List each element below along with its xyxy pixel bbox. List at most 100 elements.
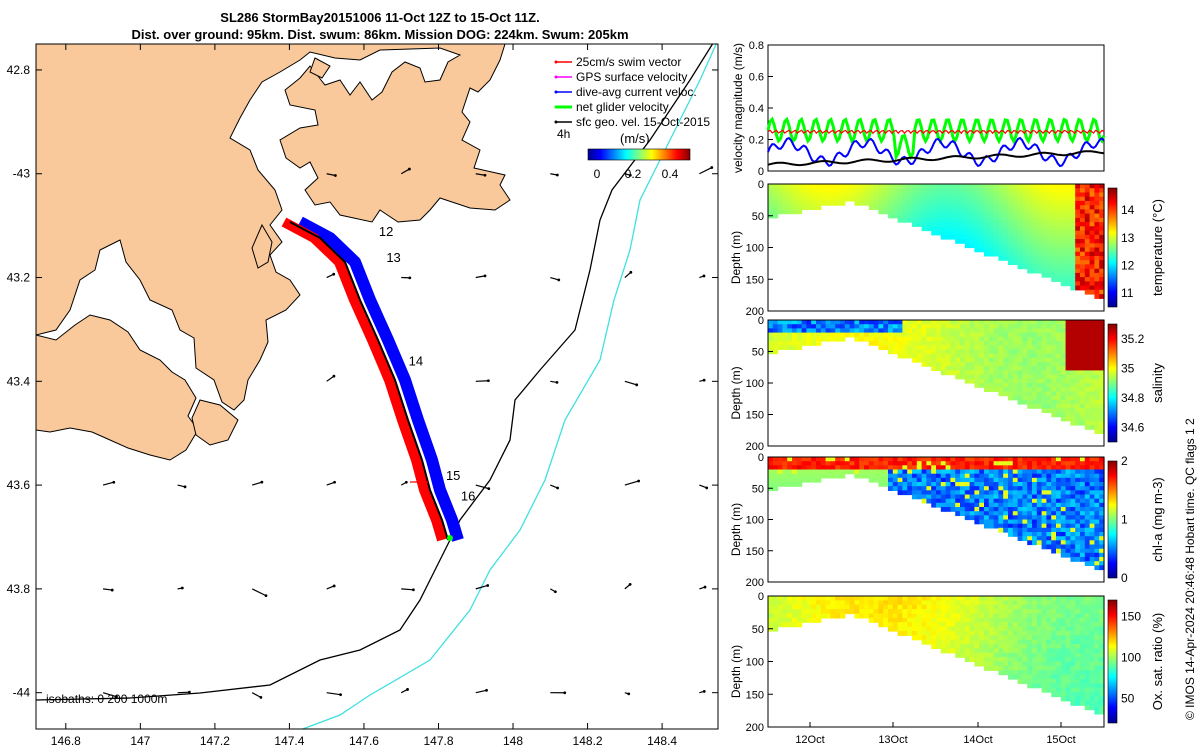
section-cell <box>1080 366 1086 371</box>
section-cell <box>1032 604 1038 610</box>
section-cell <box>840 324 846 329</box>
section-cell <box>1003 213 1009 219</box>
section-cell <box>1056 260 1062 265</box>
section-cell <box>1046 527 1052 533</box>
section-cell <box>993 387 999 392</box>
section-cell <box>1012 652 1019 658</box>
section-cell <box>902 200 908 206</box>
section-cell <box>955 635 961 641</box>
section-cell <box>772 465 779 471</box>
section-cell <box>1041 192 1047 198</box>
section-cell <box>1046 332 1052 338</box>
section-cell <box>998 507 1004 512</box>
section-cell <box>993 349 999 355</box>
section-cell <box>1099 200 1105 206</box>
section-cell <box>897 630 903 636</box>
section-cell <box>998 604 1004 610</box>
section-cell <box>998 639 1004 645</box>
section-cell <box>1003 357 1009 363</box>
section-cell <box>955 626 961 632</box>
section-cell <box>1032 536 1038 541</box>
section-cell <box>1012 320 1019 325</box>
section-cell <box>998 370 1004 376</box>
section-cell <box>988 494 995 500</box>
section-cell <box>1046 192 1052 198</box>
section-cell <box>796 205 803 210</box>
velocity-series-3 <box>767 150 1105 167</box>
section-cell <box>1075 192 1081 198</box>
section-cell <box>931 213 937 219</box>
section-cell <box>902 613 908 619</box>
section-cell <box>796 617 803 623</box>
section-cell <box>940 482 947 487</box>
section-cell <box>1099 696 1105 702</box>
section-cell <box>998 644 1004 649</box>
section-cell <box>1065 652 1071 658</box>
section-cell <box>806 200 812 206</box>
section-cell <box>1046 383 1052 388</box>
section-cell <box>1089 196 1095 202</box>
day-label: 14 <box>409 354 423 369</box>
section-cell <box>1022 507 1028 512</box>
section-cell <box>1065 247 1071 253</box>
section-cell <box>1070 600 1076 606</box>
section-cell <box>1094 391 1100 397</box>
legend-swatch-head <box>554 60 558 64</box>
section-cell <box>1027 243 1033 249</box>
section-cell <box>883 184 889 189</box>
section-cell <box>1060 362 1067 367</box>
section-cell <box>1065 552 1071 558</box>
section-cell <box>816 473 822 479</box>
section-cell <box>1032 234 1038 240</box>
section-cell <box>1051 490 1057 496</box>
section-cell <box>1065 515 1071 521</box>
section-cell <box>830 188 836 193</box>
section-cell <box>1022 523 1028 529</box>
section-cell <box>1017 357 1023 363</box>
section-cell <box>1012 617 1019 623</box>
section-cell <box>1027 540 1033 546</box>
land-east-peninsula <box>36 314 199 461</box>
section-cell <box>969 461 975 466</box>
section-cell <box>854 184 860 189</box>
section-cell <box>1070 239 1076 244</box>
section-cell <box>1027 205 1033 210</box>
section-cell <box>1084 652 1091 658</box>
section-cell <box>1027 374 1033 380</box>
section-cell <box>1056 482 1062 487</box>
section-cell <box>964 635 971 641</box>
section-cell <box>1036 652 1043 658</box>
section-cell <box>921 205 927 210</box>
section-cell <box>969 648 975 654</box>
section-cell <box>969 196 975 202</box>
section-cell <box>1003 661 1009 667</box>
section-cell <box>1099 188 1105 193</box>
section-cell <box>1041 387 1047 392</box>
section-cell <box>1017 336 1023 342</box>
section-cell <box>1036 192 1043 198</box>
section-cell <box>1075 239 1081 244</box>
section-cell <box>1080 256 1086 261</box>
section-cell <box>1017 498 1023 504</box>
section-cell <box>979 622 985 628</box>
section-cell <box>1032 222 1038 227</box>
section-cell <box>936 482 942 487</box>
section-cell <box>1032 268 1038 274</box>
section-cell <box>940 353 947 359</box>
section-cell <box>1084 596 1091 601</box>
velocity-series-0 <box>766 116 1106 162</box>
section-cell <box>1041 657 1047 663</box>
section-cell <box>1017 639 1023 645</box>
section-cell <box>998 652 1004 658</box>
section-cell <box>940 217 947 223</box>
section-cell <box>883 604 889 610</box>
section-cell <box>1084 507 1091 512</box>
section-cell <box>926 332 932 338</box>
section-cell <box>979 341 985 346</box>
section-cell <box>1056 657 1062 663</box>
sfc-velocity-arrowhead <box>555 381 559 384</box>
section-cell <box>1065 268 1071 274</box>
section-cell <box>868 184 875 189</box>
section-cell <box>955 230 961 236</box>
section-cell <box>1084 345 1091 350</box>
